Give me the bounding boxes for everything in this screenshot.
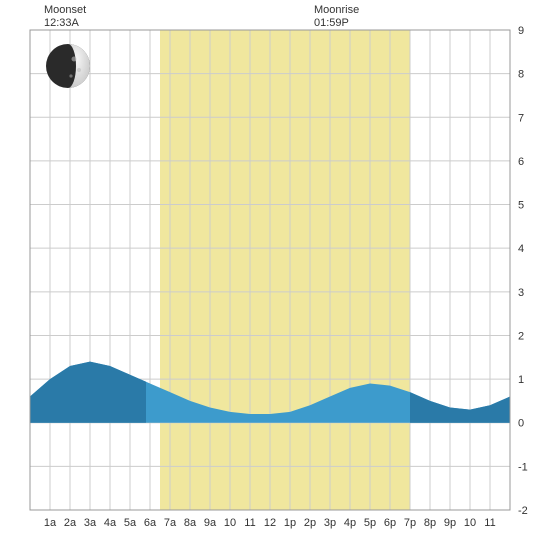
svg-text:10: 10 (224, 517, 236, 529)
svg-text:8p: 8p (424, 517, 436, 529)
svg-text:5: 5 (518, 200, 524, 212)
svg-text:1: 1 (518, 374, 524, 386)
svg-text:8a: 8a (184, 517, 197, 529)
svg-text:4: 4 (518, 243, 524, 255)
moon-phase-icon (44, 42, 92, 90)
svg-text:2p: 2p (304, 517, 316, 529)
svg-text:-2: -2 (518, 505, 528, 517)
svg-text:4p: 4p (344, 517, 356, 529)
svg-text:11: 11 (484, 517, 495, 529)
svg-text:7a: 7a (164, 517, 177, 529)
moonrise-title: Moonrise (314, 4, 359, 16)
svg-text:8: 8 (518, 69, 524, 81)
svg-text:2: 2 (518, 330, 524, 342)
moonset-time: 12:33A (44, 17, 79, 29)
svg-text:3p: 3p (324, 517, 336, 529)
svg-text:6a: 6a (144, 517, 157, 529)
svg-text:0: 0 (518, 418, 524, 430)
svg-text:11: 11 (244, 517, 255, 529)
svg-text:5p: 5p (364, 517, 376, 529)
moonrise-label: Moonrise 01:59P (314, 4, 359, 30)
svg-text:2a: 2a (64, 517, 77, 529)
svg-text:1a: 1a (44, 517, 57, 529)
svg-text:3: 3 (518, 287, 524, 299)
tide-chart: Moonset 12:33A Moonrise 01:59P -2-101234… (0, 0, 550, 550)
svg-text:9p: 9p (444, 517, 456, 529)
svg-text:3a: 3a (84, 517, 97, 529)
svg-text:9a: 9a (204, 517, 217, 529)
moonrise-time: 01:59P (314, 17, 349, 29)
svg-text:7p: 7p (404, 517, 416, 529)
svg-text:6p: 6p (384, 517, 396, 529)
svg-text:1p: 1p (284, 517, 296, 529)
svg-text:5a: 5a (124, 517, 137, 529)
svg-text:7: 7 (518, 112, 524, 124)
moonset-title: Moonset (44, 4, 86, 16)
svg-text:12: 12 (264, 517, 276, 529)
svg-text:4a: 4a (104, 517, 117, 529)
svg-text:10: 10 (464, 517, 476, 529)
moonset-label: Moonset 12:33A (44, 4, 86, 30)
svg-text:6: 6 (518, 156, 524, 168)
svg-text:9: 9 (518, 25, 524, 37)
svg-text:-1: -1 (518, 461, 528, 473)
